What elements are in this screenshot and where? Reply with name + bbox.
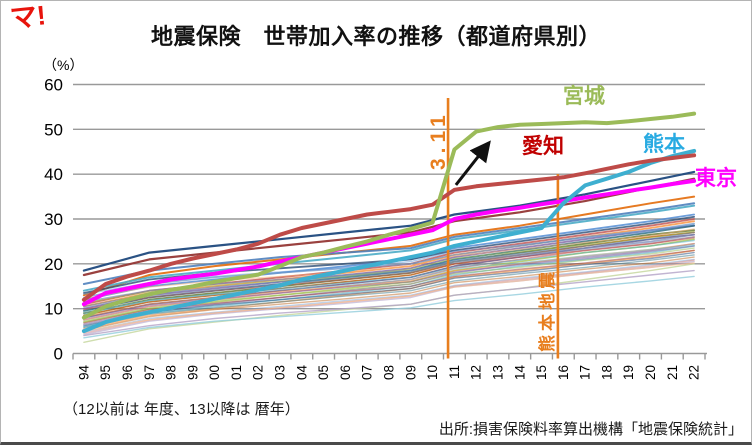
x-tick-label: 19 <box>621 365 636 380</box>
y-axis-unit-label: （%） <box>43 57 84 73</box>
y-tick-label: 10 <box>44 300 63 319</box>
x-tick-label: 09 <box>403 365 418 380</box>
prefecture-line <box>83 256 695 331</box>
prefecture-line <box>83 231 695 308</box>
x-tick-label: 06 <box>338 365 353 380</box>
prefecture-line <box>83 244 695 313</box>
x-tick-label: 13 <box>490 365 505 380</box>
callout-kumamoto: 熊本 <box>643 133 685 156</box>
prefecture-line <box>83 275 695 339</box>
x-tick-label: 98 <box>164 365 179 380</box>
x-tick-label: 17 <box>578 365 593 380</box>
callout-miyagi: 宮城 <box>563 85 605 108</box>
prefecture-line <box>83 245 695 320</box>
x-tick-label: 05 <box>316 365 331 380</box>
prefecture-line <box>83 223 695 295</box>
x-tick-label: 07 <box>360 365 375 380</box>
x-tick-label: 08 <box>382 365 397 380</box>
x-tick-label: 01 <box>229 365 244 380</box>
event-label-kumamoto-earthquake: 熊本地震 <box>538 268 557 352</box>
x-tick-label: 95 <box>98 365 113 380</box>
x-tick-label: 04 <box>294 365 309 381</box>
prefecture-line <box>83 222 695 299</box>
x-tick-label: 14 <box>512 365 527 381</box>
x-tick-label: 02 <box>251 365 266 380</box>
x-tick-label: 03 <box>273 365 288 380</box>
x-tick-label: 11 <box>447 365 462 379</box>
surge-arrow <box>454 140 491 186</box>
source-credit: 出所:損害保険料率算出機構「地震保険統計」 <box>438 421 743 438</box>
event-label-311: 3.11 <box>427 110 450 170</box>
prefecture-line <box>82 170 696 272</box>
x-tick-label: 12 <box>469 365 484 380</box>
prefecture-line <box>83 236 695 309</box>
y-tick-label: 20 <box>44 255 63 274</box>
axis-footnote: （12以前は 年度、13以降は 暦年） <box>63 401 300 418</box>
prefecture-line <box>83 269 695 337</box>
x-tick-label: 15 <box>534 365 549 380</box>
y-tick-label: 60 <box>44 76 63 95</box>
x-tick-label: 18 <box>599 365 614 380</box>
x-tick-label: 00 <box>207 365 222 380</box>
prefecture-line <box>83 242 695 318</box>
x-tick-label: 20 <box>643 365 658 380</box>
prefecture-line <box>83 231 695 317</box>
prefecture-line <box>83 262 695 332</box>
x-tick-label: 96 <box>120 365 135 380</box>
x-tick-label: 21 <box>665 365 680 380</box>
prefecture-line <box>83 239 695 315</box>
prefecture-line <box>83 249 695 324</box>
callout-tokyo: 東京 <box>695 167 737 190</box>
x-tick-label: 22 <box>687 365 702 380</box>
prefecture-line <box>83 228 695 300</box>
prefecture-line <box>83 251 695 327</box>
prefecture-line <box>82 177 696 277</box>
prefecture-line <box>83 237 695 311</box>
prefecture-line <box>82 195 696 297</box>
prefecture-line <box>83 258 695 333</box>
callout-aichi: 愛知 <box>522 135 564 158</box>
prefecture-line <box>83 254 695 329</box>
y-tick-label: 0 <box>54 345 63 364</box>
series-line-東京 <box>81 178 697 307</box>
series-line-熊本 <box>81 148 697 334</box>
prefecture-line <box>83 224 695 310</box>
chart-title: 地震保険 世帯加入率の推移（都道府県別） <box>150 24 601 49</box>
y-tick-label: 50 <box>44 120 63 139</box>
prefecture-line <box>82 204 696 292</box>
y-tick-label: 30 <box>44 210 63 229</box>
prefecture-line <box>82 202 696 285</box>
series-line-愛知 <box>81 153 697 302</box>
x-tick-label: 10 <box>425 365 440 380</box>
y-tick-label: 40 <box>44 165 63 184</box>
series-line-宮城 <box>81 111 697 320</box>
x-tick-label: 99 <box>185 365 200 380</box>
x-tick-label: 16 <box>556 365 571 380</box>
x-tick-label: 94 <box>76 365 91 381</box>
x-tick-label: 97 <box>142 365 157 380</box>
